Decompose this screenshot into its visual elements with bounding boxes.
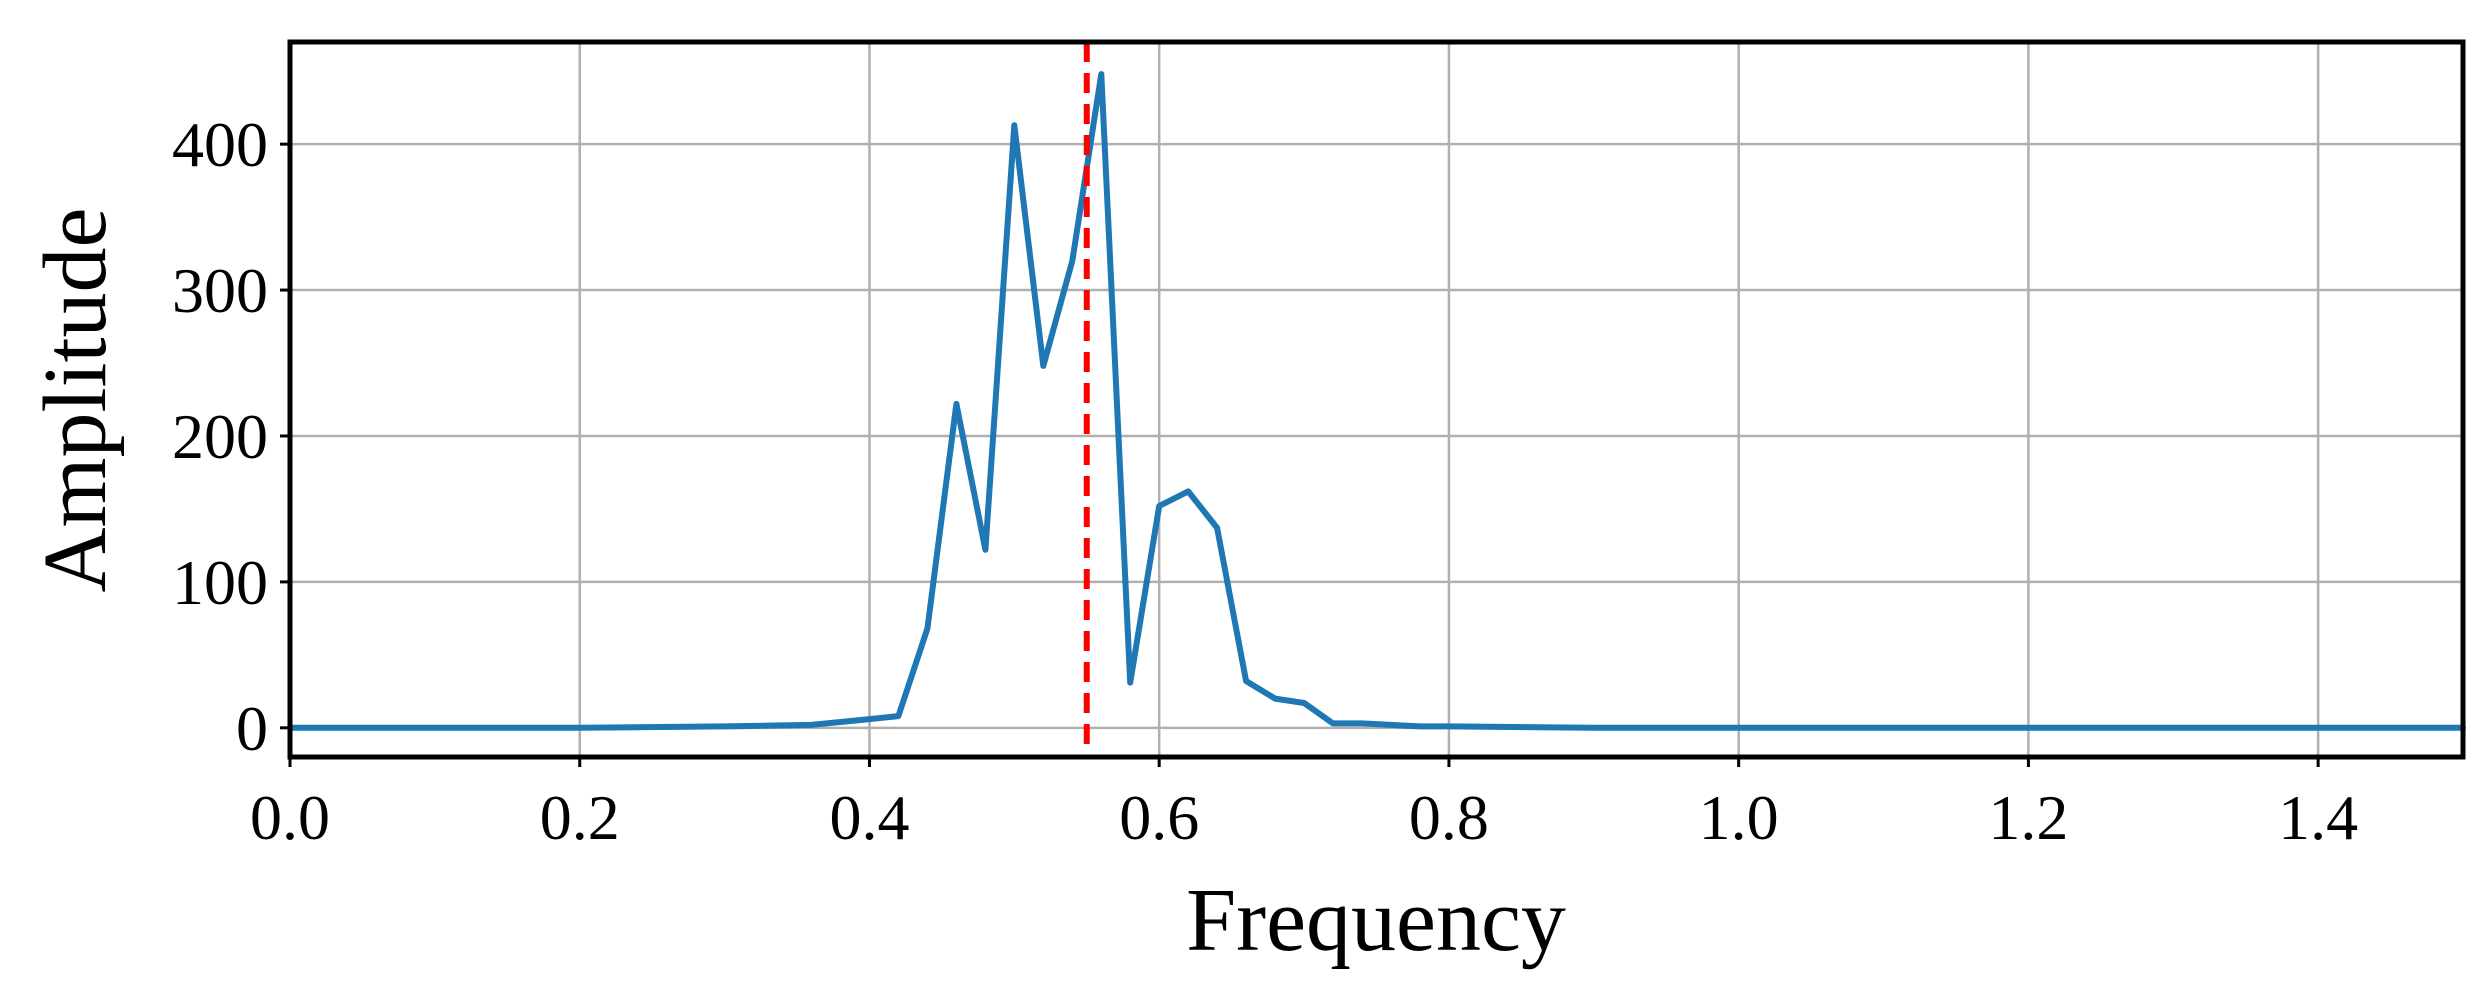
x-tick-label: 0.8 (1409, 782, 1489, 853)
amplitude-series-line (287, 71, 2466, 731)
x-axis-title: Frequency (1186, 871, 1566, 970)
x-tick-label: 0.6 (1119, 782, 1199, 853)
x-tick-label: 0.0 (250, 782, 330, 853)
plot-frame (287, 39, 2466, 760)
series-layer (287, 71, 2466, 731)
y-axis-title: Amplitude (26, 208, 125, 593)
x-tick-label: 1.2 (1988, 782, 2068, 853)
y-tick-label: 100 (172, 547, 268, 618)
x-tick-label: 1.0 (1699, 782, 1779, 853)
x-tick-label: 0.2 (540, 782, 620, 853)
y-tick-label: 400 (172, 109, 268, 180)
x-tick-label: 0.4 (829, 782, 909, 853)
x-tick-label: 1.4 (2278, 782, 2358, 853)
y-tick-label: 0 (236, 693, 268, 764)
y-tick-label: 300 (172, 255, 268, 326)
grid (288, 42, 2463, 757)
y-tick-label: 200 (172, 401, 268, 472)
ticks: 0.0 0.2 0.4 0.6 0.8 1.0 1.2 1.4 0 100 200 300 400 (172, 109, 2358, 853)
